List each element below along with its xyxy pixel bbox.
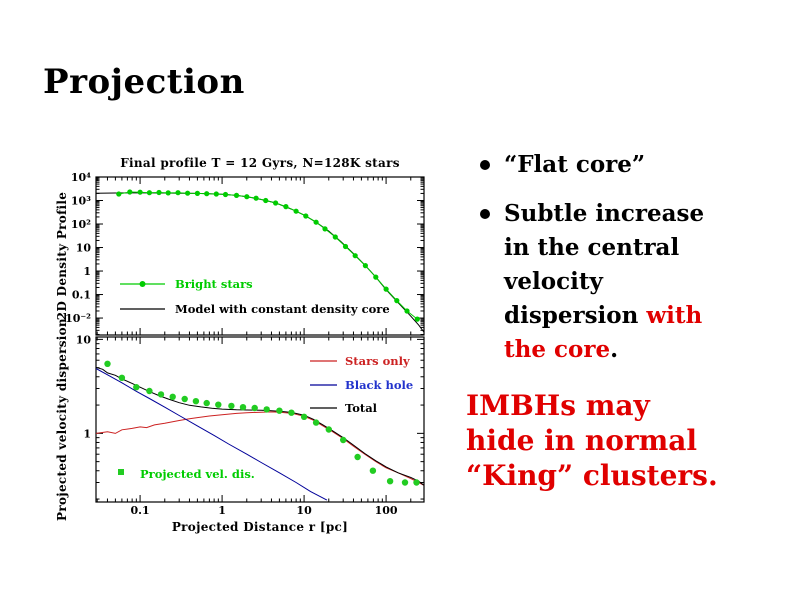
bullet-text: “Flat core” bbox=[504, 151, 646, 178]
panel-0: 10⁴ 10³ 10² 10 1 0.1 10⁻² Final profile T = 12 … bbox=[55, 156, 425, 336]
x-tick-label: 0.1 bbox=[131, 504, 150, 517]
slide-title: Projection bbox=[43, 62, 245, 102]
y-tick-label: 10⁻² bbox=[65, 312, 91, 325]
legend-label: Black hole bbox=[345, 378, 413, 392]
legend-sample-marker bbox=[118, 469, 124, 475]
y-tick-label: 10 bbox=[76, 333, 92, 346]
panel-1: 10 1 0.1 1 10 100 Projected Distance r [pc] Pro… bbox=[55, 318, 425, 534]
bullet-list: “Flat core” Subtle increase in the centr… bbox=[480, 148, 712, 382]
y-axis-label: 2D Density Profile bbox=[55, 192, 69, 320]
bullet-text: Subtle increase in the central velocity … bbox=[504, 197, 712, 367]
y-tick-label: 10² bbox=[71, 218, 91, 231]
y-tick-label: 10⁴ bbox=[71, 171, 91, 184]
highlight-line: hide in normal bbox=[466, 424, 698, 457]
series-black-hole bbox=[96, 368, 328, 501]
x-tick-label: 1 bbox=[218, 504, 226, 517]
chart-title: Final profile T = 12 Gyrs, N=128K stars bbox=[120, 156, 400, 170]
legend-label: Bright stars bbox=[175, 277, 253, 291]
series-bright-stars bbox=[116, 189, 420, 322]
y-tick-label: 1 bbox=[83, 427, 91, 440]
legend-label: Model with constant density core bbox=[175, 302, 390, 316]
y-tick-label: 0.1 bbox=[72, 289, 91, 302]
bullet-text-black: Subtle increase in the central velocity … bbox=[504, 200, 705, 329]
y-tick-label: 10³ bbox=[71, 195, 91, 208]
bullet-icon bbox=[480, 209, 490, 219]
legend-label: Projected vel. dis. bbox=[140, 467, 255, 481]
plot-frame bbox=[95, 176, 425, 336]
x-tick-label: 100 bbox=[375, 504, 398, 517]
highlight-line: IMBHs may bbox=[466, 389, 650, 422]
highlight-line: “King” clusters. bbox=[466, 459, 718, 492]
legend-label: Stars only bbox=[345, 354, 410, 368]
y-tick-label: 10 bbox=[76, 242, 92, 255]
bullet-icon bbox=[480, 160, 490, 170]
highlight-text: IMBHs may hide in normal “King” clusters… bbox=[466, 388, 796, 493]
y-axis-label: Projected velocity dispersion bbox=[55, 318, 69, 521]
series-stars-only bbox=[96, 411, 424, 486]
profile-figure: 10⁴ 10³ 10² 10 1 0.1 10⁻² Final profile T = 12 … bbox=[52, 148, 452, 548]
series-projected-vel-dis bbox=[104, 360, 420, 486]
y-tick-label: 1 bbox=[83, 265, 91, 278]
bullet-text-period: . bbox=[610, 336, 619, 363]
bullet-item-subtle-increase: Subtle increase in the central velocity … bbox=[480, 197, 712, 367]
x-axis-label: Projected Distance r [pc] bbox=[172, 520, 348, 534]
legend-label: Total bbox=[345, 401, 378, 415]
x-tick-label: 10 bbox=[296, 504, 312, 517]
plot-frame bbox=[95, 336, 425, 503]
two-panel-plot: 10⁴ 10³ 10² 10 1 0.1 10⁻² Final profile T = 12 … bbox=[55, 156, 425, 534]
bullet-text-red: with the core bbox=[504, 302, 703, 363]
bullet-item-flat-core: “Flat core” bbox=[480, 148, 712, 182]
